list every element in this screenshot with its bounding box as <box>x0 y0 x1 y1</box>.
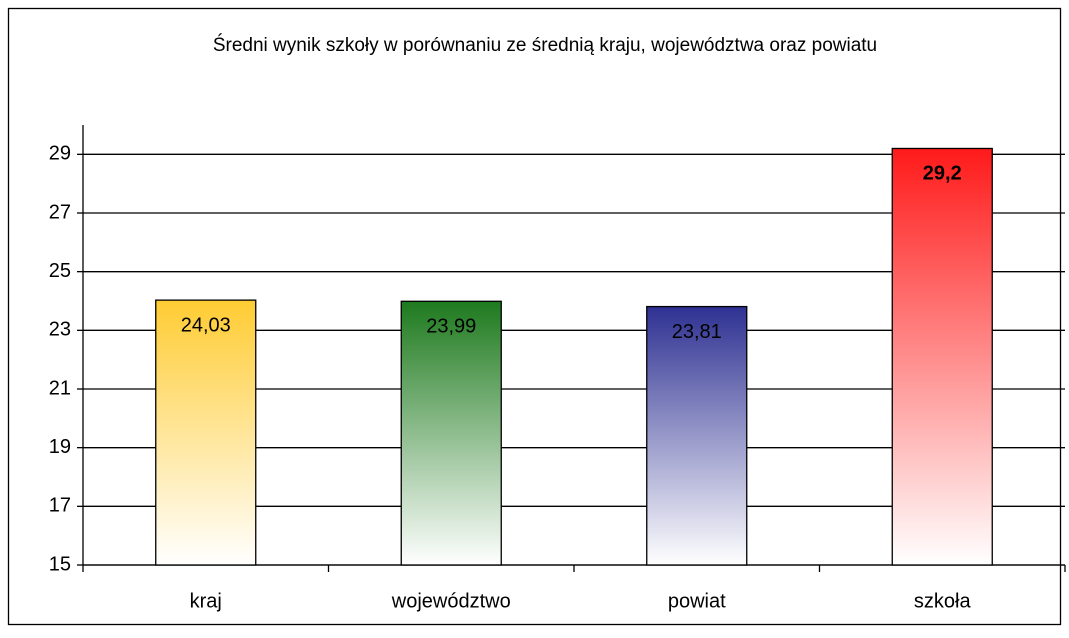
y-tick-label: 19 <box>49 436 71 458</box>
y-tick-label: 29 <box>49 143 71 165</box>
y-tick-label: 27 <box>49 201 71 223</box>
x-tick-label: kraj <box>190 590 222 612</box>
data-label: 24,03 <box>181 314 231 336</box>
bar <box>891 147 993 566</box>
chart-title: Średni wynik szkoły w porównaniu ze śred… <box>213 34 877 56</box>
bar <box>646 305 748 566</box>
y-tick-label: 23 <box>49 319 71 341</box>
y-tick-label: 25 <box>49 260 71 282</box>
y-tick-label: 15 <box>49 553 71 575</box>
y-tick-label: 21 <box>49 377 71 399</box>
bar <box>400 300 502 566</box>
data-label: 23,99 <box>426 316 476 338</box>
bar <box>155 299 257 566</box>
x-tick-label: powiat <box>668 590 726 612</box>
data-label: 29,2 <box>923 163 962 185</box>
data-label: 23,81 <box>672 321 722 343</box>
x-tick-label: szkoła <box>914 590 972 612</box>
y-tick-label: 17 <box>49 495 71 517</box>
x-tick-label: województwo <box>391 590 511 612</box>
